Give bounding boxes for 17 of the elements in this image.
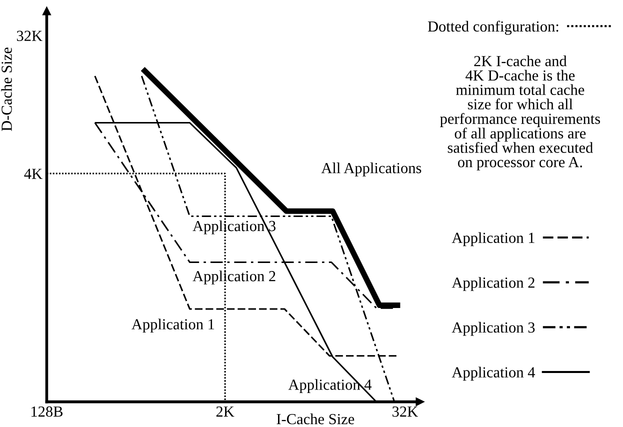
x-tick-label: 32K [392,406,418,417]
y-tick-label: 4K [24,168,42,179]
text: 2K I-cache and 4K D-cache is the minimum total cache size for which all performance requirements of all applications are satisfied when executed on processor core A. [440,56,600,170]
legend-label: Application 2 [452,277,534,291]
legend-label: Application 1 [452,232,534,246]
legend-label: Application 3 [452,322,535,336]
x-axis-title: I-Cache Size [276,414,354,424]
text: All Applications [321,162,422,176]
text: Application 1 [132,318,214,333]
legend-label: Application 4 [452,366,536,381]
text: Application 2 [192,270,276,284]
legend-label: Dotted configuration: [428,20,558,35]
y-axis-title: D-Cache Size [1,48,12,132]
text: Application 4 [288,379,372,393]
text: Application 3 [192,220,276,234]
x-tick-label: 2K [216,406,234,417]
x-tick-label: 128B [32,406,63,417]
